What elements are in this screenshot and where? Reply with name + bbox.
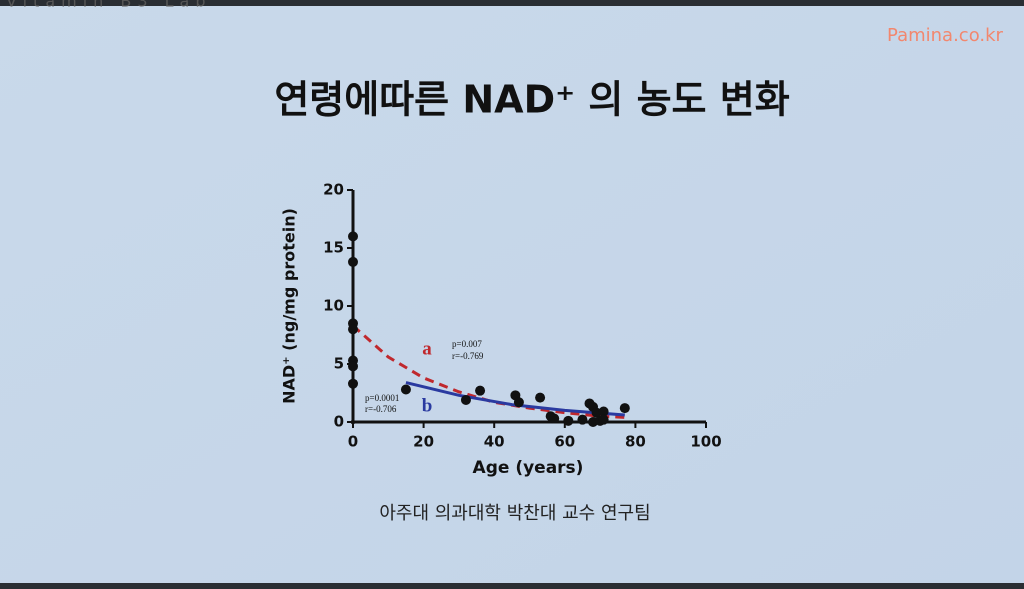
fit-curve [352,324,625,419]
watermark: Pamina.co.kr [887,25,1004,46]
stat-annotation: p=0.007 [452,339,482,349]
data-point [348,324,358,335]
bottom-edge [0,583,1024,589]
y-tick-label: 20 [323,181,344,199]
y-tick-label: 0 [334,413,344,431]
data-point [475,385,486,396]
top-edge [0,0,1024,6]
y-tick-label: 15 [323,239,344,257]
data-point [348,361,358,372]
data-point [549,413,560,424]
x-tick-label: 40 [484,433,505,451]
curve-label: b [422,395,433,416]
y-axis-label: NAD⁺ (ng/mg protein) [280,208,299,404]
fit-curve [405,381,625,417]
caption: 아주대 의과대학 박찬대 교수 연구팀 [379,503,650,524]
data-point [348,378,358,389]
slide-title: 연령에따른 NAD⁺ 의 농도 변화 [274,78,789,122]
stat-annotation: r=-0.706 [365,404,397,414]
data-point [598,414,609,425]
x-axis-label: Age (years) [473,458,584,478]
x-tick-label: 60 [554,433,575,451]
data-point [348,256,358,267]
data-point [619,403,630,414]
x-tick-label: 100 [690,433,721,451]
x-tick-label: 80 [625,433,646,451]
stat-annotation: p=0.0001 [365,393,399,403]
data-point [577,414,588,425]
corner-label: Vitamin B3 Lab [6,0,212,11]
data-point [348,231,358,242]
data-point [563,415,574,426]
y-tick-label: 10 [323,297,344,315]
curve-label: a [422,338,432,359]
data-point [460,394,471,405]
stat-annotation: r=-0.769 [452,351,484,361]
data-point [400,384,411,395]
data-point [535,392,546,403]
x-tick-label: 0 [348,433,358,451]
y-tick-label: 5 [334,355,344,373]
data-point [513,397,524,408]
x-tick-label: 20 [413,433,434,451]
data-point [598,406,609,417]
